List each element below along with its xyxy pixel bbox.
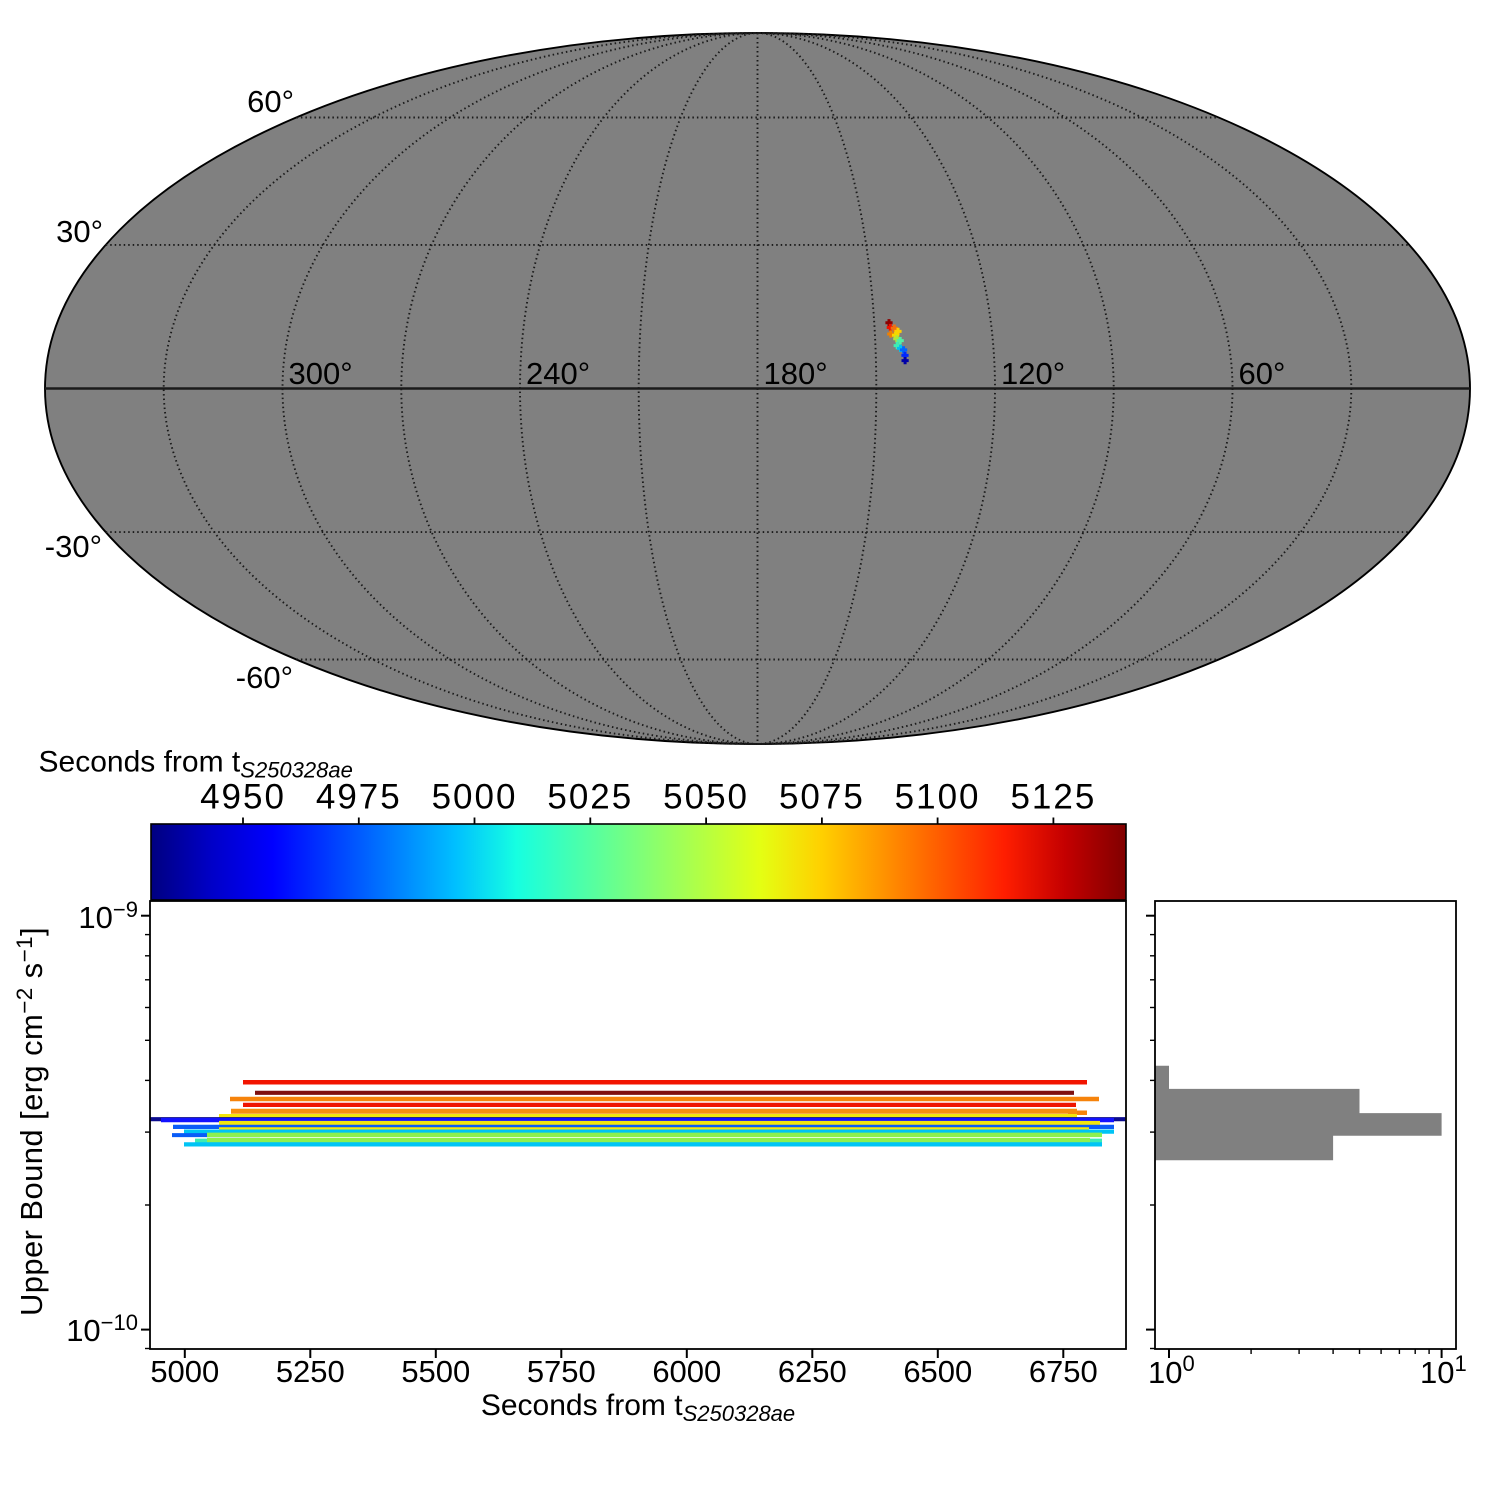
svg-text:6250: 6250 [778,1354,847,1389]
svg-text:5100: 5100 [895,778,981,817]
svg-text:120°: 120° [1001,356,1065,391]
svg-text:Upper Bound [erg cm−2 s−1]: Upper Bound [erg cm−2 s−1] [12,927,49,1316]
svg-text:6000: 6000 [652,1354,721,1389]
svg-text:6500: 6500 [903,1354,972,1389]
svg-text:240°: 240° [526,356,590,391]
svg-text:5750: 5750 [527,1354,596,1389]
svg-text:300°: 300° [289,356,353,391]
svg-text:60°: 60° [247,84,294,119]
svg-text:-30°: -30° [45,529,102,564]
svg-text:60°: 60° [1239,356,1286,391]
svg-text:5075: 5075 [779,778,865,817]
svg-text:6750: 6750 [1029,1354,1098,1389]
svg-text:5500: 5500 [401,1354,470,1389]
svg-text:5050: 5050 [663,778,749,817]
svg-text:4975: 4975 [316,778,402,817]
svg-text:4950: 4950 [200,778,286,817]
svg-text:5000: 5000 [150,1354,219,1389]
svg-text:5025: 5025 [547,778,633,817]
svg-text:180°: 180° [764,356,828,391]
svg-text:5000: 5000 [432,778,518,817]
svg-text:5125: 5125 [1010,778,1096,817]
svg-text:5250: 5250 [276,1354,345,1389]
svg-text:-60°: -60° [236,660,293,695]
svg-text:30°: 30° [56,214,103,249]
